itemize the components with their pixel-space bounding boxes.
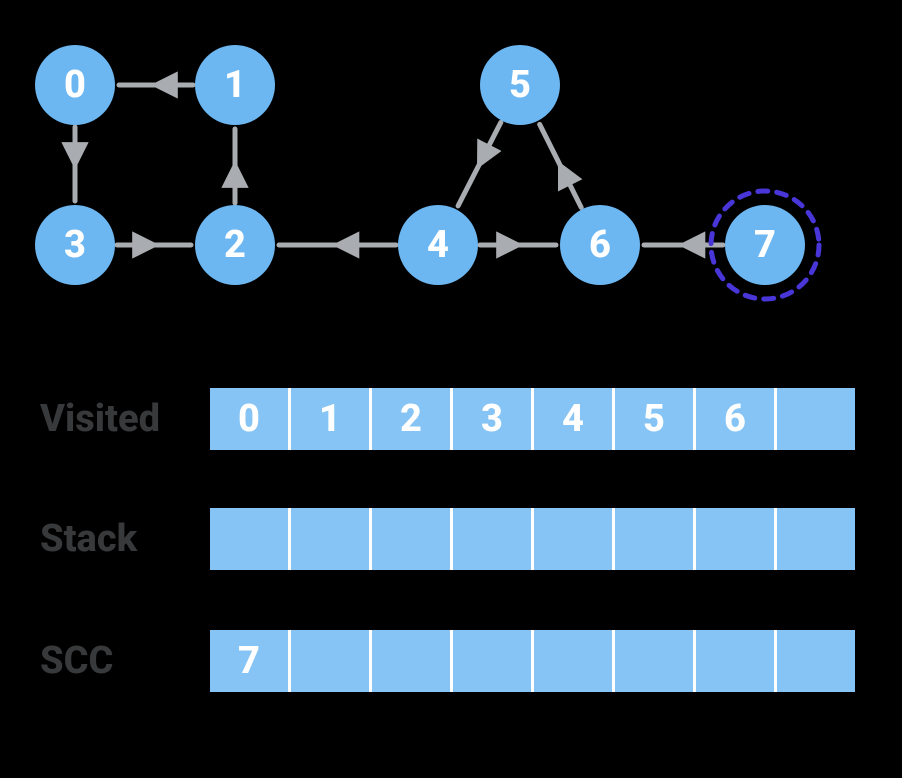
array-label-scc: SCC xyxy=(40,630,113,692)
edge-5-4-tail xyxy=(458,164,479,206)
graph-node-3: 3 xyxy=(35,205,115,285)
array-cell-scc-3 xyxy=(453,630,531,692)
graph-node-label: 1 xyxy=(224,63,246,107)
array-cell-scc-6 xyxy=(696,630,774,692)
array-cell-visited-1: 1 xyxy=(291,388,369,450)
array-cell-scc-7 xyxy=(777,630,855,692)
array-cell-stack-1 xyxy=(291,508,369,570)
array-cell-scc-5 xyxy=(615,630,693,692)
edge-5-4 xyxy=(479,122,500,164)
array-row-scc: SCC 7 xyxy=(0,630,902,692)
graph-node-label: 4 xyxy=(427,223,449,267)
graph-node-label: 3 xyxy=(64,223,86,267)
graph-node-label: 6 xyxy=(589,223,611,267)
array-cell-scc-1 xyxy=(291,630,369,692)
graph-node-label: 7 xyxy=(754,223,776,267)
array-label-visited: Visited xyxy=(40,388,160,450)
array-cell-visited-0: 0 xyxy=(210,388,288,450)
array-cell-stack-7 xyxy=(777,508,855,570)
array-cell-visited-4: 4 xyxy=(534,388,612,450)
graph-node-label: 0 xyxy=(64,63,86,107)
array-cell-visited-7 xyxy=(777,388,855,450)
edge-6-5-tail xyxy=(540,124,561,166)
array-cell-visited-6: 6 xyxy=(696,388,774,450)
array-cell-stack-3 xyxy=(453,508,531,570)
array-cells-stack xyxy=(210,508,855,570)
array-cell-stack-0 xyxy=(210,508,288,570)
array-cell-stack-2 xyxy=(372,508,450,570)
graph-node-label: 2 xyxy=(224,223,246,267)
array-cells-scc: 7 xyxy=(210,630,855,692)
array-cell-visited-3: 3 xyxy=(453,388,531,450)
graph-node-2: 2 xyxy=(195,205,275,285)
graph-node-5: 5 xyxy=(480,45,560,125)
array-cell-scc-0: 7 xyxy=(210,630,288,692)
array-row-visited: Visited 0123456 xyxy=(0,388,902,450)
array-cells-visited: 0123456 xyxy=(210,388,855,450)
graph-node-1: 1 xyxy=(195,45,275,125)
graph-node-7: 7 xyxy=(725,205,805,285)
array-cell-scc-2 xyxy=(372,630,450,692)
array-cell-stack-4 xyxy=(534,508,612,570)
array-cell-stack-6 xyxy=(696,508,774,570)
graph-node-6: 6 xyxy=(560,205,640,285)
array-label-stack: Stack xyxy=(40,508,137,570)
graph-node-label: 5 xyxy=(509,63,531,107)
array-cell-scc-4 xyxy=(534,630,612,692)
graph-node-0: 0 xyxy=(35,45,115,125)
array-cell-visited-2: 2 xyxy=(372,388,450,450)
array-cell-stack-5 xyxy=(615,508,693,570)
array-cell-visited-5: 5 xyxy=(615,388,693,450)
edge-6-5 xyxy=(560,166,581,208)
array-row-stack: Stack xyxy=(0,508,902,570)
graph-node-4: 4 xyxy=(398,205,478,285)
